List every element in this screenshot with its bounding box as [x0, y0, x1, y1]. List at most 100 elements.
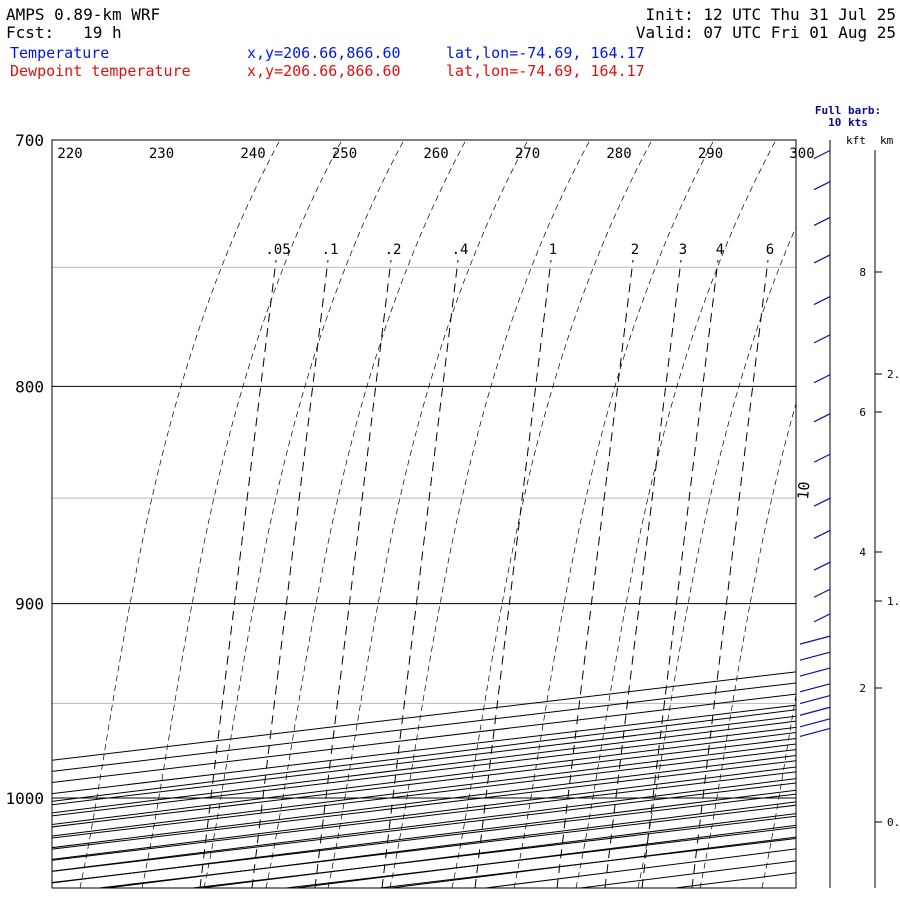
- mixing-ratio-line: [381, 259, 459, 888]
- moist-adiabat-line: [451, 140, 653, 888]
- wind-barb: [813, 216, 831, 226]
- dry-adiabat-line: [52, 720, 796, 814]
- forecast-hour: Fcst: 19 h: [6, 23, 122, 42]
- mixing-ratio-label: 3: [679, 242, 687, 258]
- mixing-ratio-line: [556, 259, 634, 888]
- isotherm-line: [52, 704, 796, 795]
- dry-adiabat-label: 280: [606, 146, 631, 162]
- pressure-tick-label: 1000: [5, 789, 44, 808]
- moist-adiabat-line: [699, 402, 796, 888]
- wind-barb: [799, 667, 831, 677]
- moist-adiabat-line: [761, 692, 796, 888]
- isotherm-line: [52, 738, 796, 828]
- moist-adiabat-line: [203, 140, 405, 888]
- mixing-ratio-line: [199, 259, 277, 888]
- dry-adiabat-line: [52, 778, 796, 872]
- isotherm-line: [52, 693, 796, 783]
- isotherm-line: [286, 826, 796, 888]
- mixing-ratio-label: 1: [549, 242, 557, 258]
- moist-adiabat-line: [265, 140, 467, 888]
- isotherm-line: [99, 804, 796, 888]
- isotherm-line: [52, 726, 796, 817]
- legend-temperature-latlon: lat,lon=-74.69, 164.17: [446, 44, 645, 62]
- wind-barb: [799, 695, 831, 705]
- dry-adiabat-line: [52, 754, 796, 849]
- dry-adiabat-line: [52, 709, 796, 802]
- init-time: Init: 12 UTC Thu 31 Jul 25: [645, 5, 896, 24]
- moist-adiabat-line: [327, 140, 529, 888]
- kft-tick-label: 6: [859, 406, 866, 419]
- wind-barb: [813, 413, 831, 423]
- dry-adiabat-label: 250: [332, 146, 357, 162]
- isotherm-line: [52, 682, 796, 772]
- valid-time: Valid: 07 UTC Fri 01 Aug 25: [635, 23, 896, 42]
- mixing-ratio-line: [251, 259, 329, 888]
- barb-scale-value: 10 kts: [828, 116, 868, 129]
- mixing-ratio-label: .2: [385, 242, 402, 258]
- dry-adiabat-line: [52, 766, 796, 860]
- moist-adiabat-line: [637, 226, 796, 888]
- km-tick-label: 2.: [887, 368, 900, 381]
- barb-scale-label: Full barb:: [815, 104, 881, 117]
- mixing-ratio-label: .4: [452, 242, 469, 258]
- legend-temperature-name: Temperature: [10, 44, 110, 62]
- wind-barb: [813, 497, 831, 507]
- kft-tick-label: 4: [859, 546, 866, 559]
- dry-adiabat-line: [291, 824, 796, 888]
- legend-temperature-xy: x,y=206.66,866.60: [247, 44, 401, 62]
- dry-adiabat-line: [52, 789, 796, 884]
- wind-barb: [799, 635, 831, 645]
- wind-barb: [813, 529, 831, 539]
- legend-dewpoint-latlon: lat,lon=-74.69, 164.17: [446, 62, 645, 80]
- legend-dewpoint-name: Dewpoint temperature: [10, 62, 191, 80]
- moist-adiabat-line: [513, 140, 715, 888]
- kft-tick-label: 2: [859, 682, 866, 695]
- dry-adiabat-line: [576, 860, 796, 888]
- moist-adiabat-label: 10: [794, 481, 814, 501]
- dry-adiabat-line: [386, 836, 796, 888]
- km-tick-label: 0.: [887, 816, 900, 829]
- wind-barb: [813, 254, 831, 264]
- km-axis-label: km: [880, 134, 894, 147]
- plot-frame: [51, 139, 797, 889]
- dry-adiabat-label: 240: [240, 146, 265, 162]
- km-tick-label: 1.: [887, 595, 900, 608]
- dry-adiabat-label: 260: [423, 146, 448, 162]
- mixing-ratio-label: .05: [265, 242, 290, 258]
- wind-barb: [813, 296, 831, 306]
- wind-barb: [799, 718, 831, 728]
- wind-barb: [813, 181, 831, 191]
- moist-adiabat-line: [575, 140, 777, 888]
- dry-adiabat-line: [52, 743, 796, 837]
- wind-barb: [799, 683, 831, 693]
- moist-adiabat-line: [389, 140, 591, 888]
- mixing-ratio-label: .1: [322, 242, 339, 258]
- wind-barb: [813, 561, 831, 571]
- kft-axis-label: kft: [846, 134, 866, 147]
- dry-adiabat-line: [52, 732, 796, 825]
- wind-barb: [813, 453, 831, 463]
- pressure-tick-label: 700: [15, 131, 44, 150]
- dry-adiabat-line: [197, 813, 796, 888]
- dry-adiabat-label: 300: [789, 146, 814, 162]
- mixing-ratio-label: 4: [716, 242, 724, 258]
- pressure-tick-label: 900: [15, 595, 44, 614]
- wind-barb: [813, 334, 831, 344]
- moist-adiabat-line: [886, 140, 900, 888]
- isotherm-line: [52, 760, 796, 850]
- wind-barb: [799, 727, 831, 738]
- wind-barb: [813, 149, 831, 160]
- wind-barb: [799, 651, 831, 661]
- pressure-tick-label: 800: [15, 377, 44, 396]
- mixing-ratio-label: 2: [631, 242, 639, 258]
- wind-barb: [799, 706, 831, 716]
- mixing-ratio-line: [641, 259, 719, 888]
- moist-adiabat-line: [824, 140, 900, 888]
- model-title: AMPS 0.89-km WRF: [6, 5, 161, 24]
- dry-adiabat-line: [671, 872, 796, 888]
- isotherm-line: [52, 749, 796, 839]
- mixing-ratio-line: [691, 259, 769, 888]
- dry-adiabat-label: 290: [698, 146, 723, 162]
- dry-adiabat-label: 220: [57, 146, 82, 162]
